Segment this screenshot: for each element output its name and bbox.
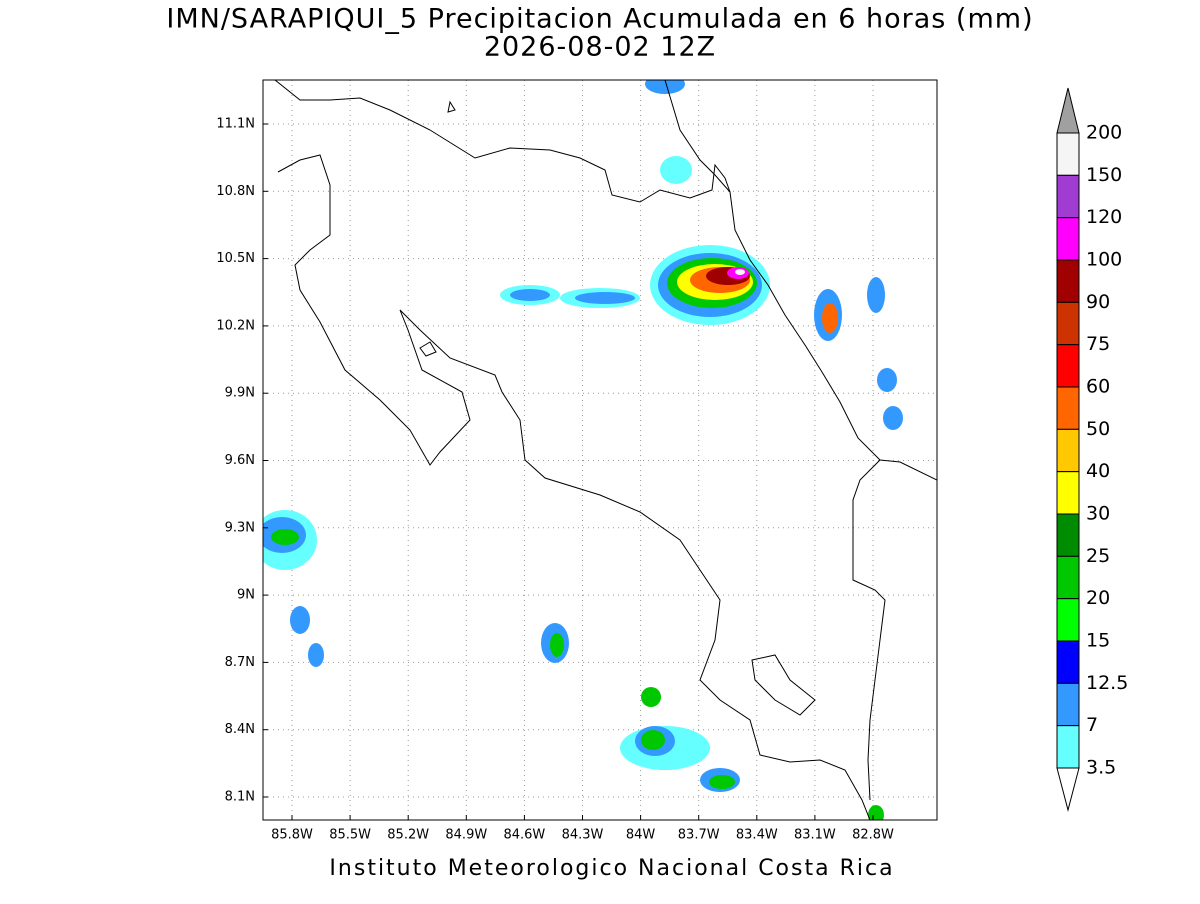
colorbar-label: 7: [1086, 714, 1098, 736]
colorbar-label: 120: [1086, 206, 1122, 228]
y-tick-label: 8.1N: [225, 790, 255, 805]
colorbar-box: [1056, 259, 1080, 303]
y-tick-label: 10.2N: [216, 318, 255, 333]
rain-cells: [263, 80, 903, 820]
colorbar-label: 150: [1086, 164, 1122, 186]
colorbar-box: [1056, 428, 1080, 473]
x-tick-label: 85.8W: [271, 828, 313, 843]
y-tick-label: 11.1N: [216, 117, 255, 132]
y-tick-label: 9.9N: [225, 386, 255, 401]
colorbar-label: 75: [1086, 333, 1110, 355]
colorbar-label: 60: [1086, 376, 1110, 398]
x-tick-label: 85.2W: [387, 828, 429, 843]
axis-labels: 85.8W 85.5W 85.2W 84.9W 84.6W 84.3W 84W 83.7W 83…: [216, 117, 894, 843]
colorbar-label: 200: [1086, 122, 1122, 144]
x-tick-label: 85.5W: [329, 828, 371, 843]
y-tick-label: 9N: [237, 588, 255, 603]
y-tick-label: 10.8N: [216, 184, 255, 199]
y-tick-label: 9.3N: [225, 520, 255, 535]
colorbar-box: [1056, 513, 1080, 557]
colorbar-box: [1056, 640, 1080, 684]
colorbar-label: 3.5: [1086, 757, 1116, 779]
colorbar-box: [1056, 132, 1080, 176]
colorbar-label: 20: [1086, 587, 1110, 609]
colorbar-box: [1056, 301, 1080, 346]
colorbar-under: [1056, 767, 1080, 812]
x-tick-label: 83.4W: [736, 828, 778, 843]
colorbar-box: [1056, 344, 1080, 388]
colorbar-label: 15: [1086, 630, 1110, 652]
y-tick-label: 8.4N: [225, 722, 255, 737]
colorbar-over: [1056, 87, 1080, 134]
y-tick-label: 9.6N: [225, 453, 255, 468]
colorbar-label: 100: [1086, 249, 1122, 271]
colorbar-label: 50: [1086, 418, 1110, 440]
colorbar-box: [1056, 386, 1080, 430]
colorbar-label: 90: [1086, 291, 1110, 313]
colorbar-label: 40: [1086, 460, 1110, 482]
colorbar-label: 12.5: [1086, 672, 1128, 694]
colorbar-box: [1056, 725, 1080, 769]
x-tick-label: 82.8W: [852, 828, 894, 843]
colorbar-box: [1056, 174, 1080, 219]
x-tick-label: 84.9W: [445, 828, 487, 843]
colorbar: 200 150 120 100 90 75 60 50 40 30 25 20 15 12.5 7 3.5: [1056, 87, 1128, 812]
colorbar-label: 25: [1086, 545, 1110, 567]
x-tick-label: 84.6W: [503, 828, 545, 843]
map-frame: [262, 79, 938, 821]
x-tick-label: 84.3W: [562, 828, 604, 843]
subtitle: 2026-08-02 12Z: [484, 32, 716, 63]
colorbar-box: [1056, 555, 1080, 600]
precipitation: [263, 80, 903, 820]
y-tick-label: 10.5N: [216, 251, 255, 266]
colorbar-box: [1056, 471, 1080, 515]
footer: Instituto Meteorologico Nacional Costa R…: [329, 856, 894, 881]
x-tick-label: 84W: [626, 828, 656, 843]
colorbar-label: 30: [1086, 503, 1110, 525]
x-tick-label: 83.7W: [678, 828, 720, 843]
coastline: [274, 80, 937, 820]
colorbar-box: [1056, 682, 1080, 727]
colorbar-box: [1056, 598, 1080, 642]
colorbar-box: [1056, 217, 1080, 261]
grid: [263, 80, 937, 820]
y-tick-label: 8.7N: [225, 655, 255, 670]
x-tick-label: 83.1W: [794, 828, 836, 843]
title: IMN/SARAPIQUI_5 Precipitacion Acumulada …: [166, 4, 1033, 35]
